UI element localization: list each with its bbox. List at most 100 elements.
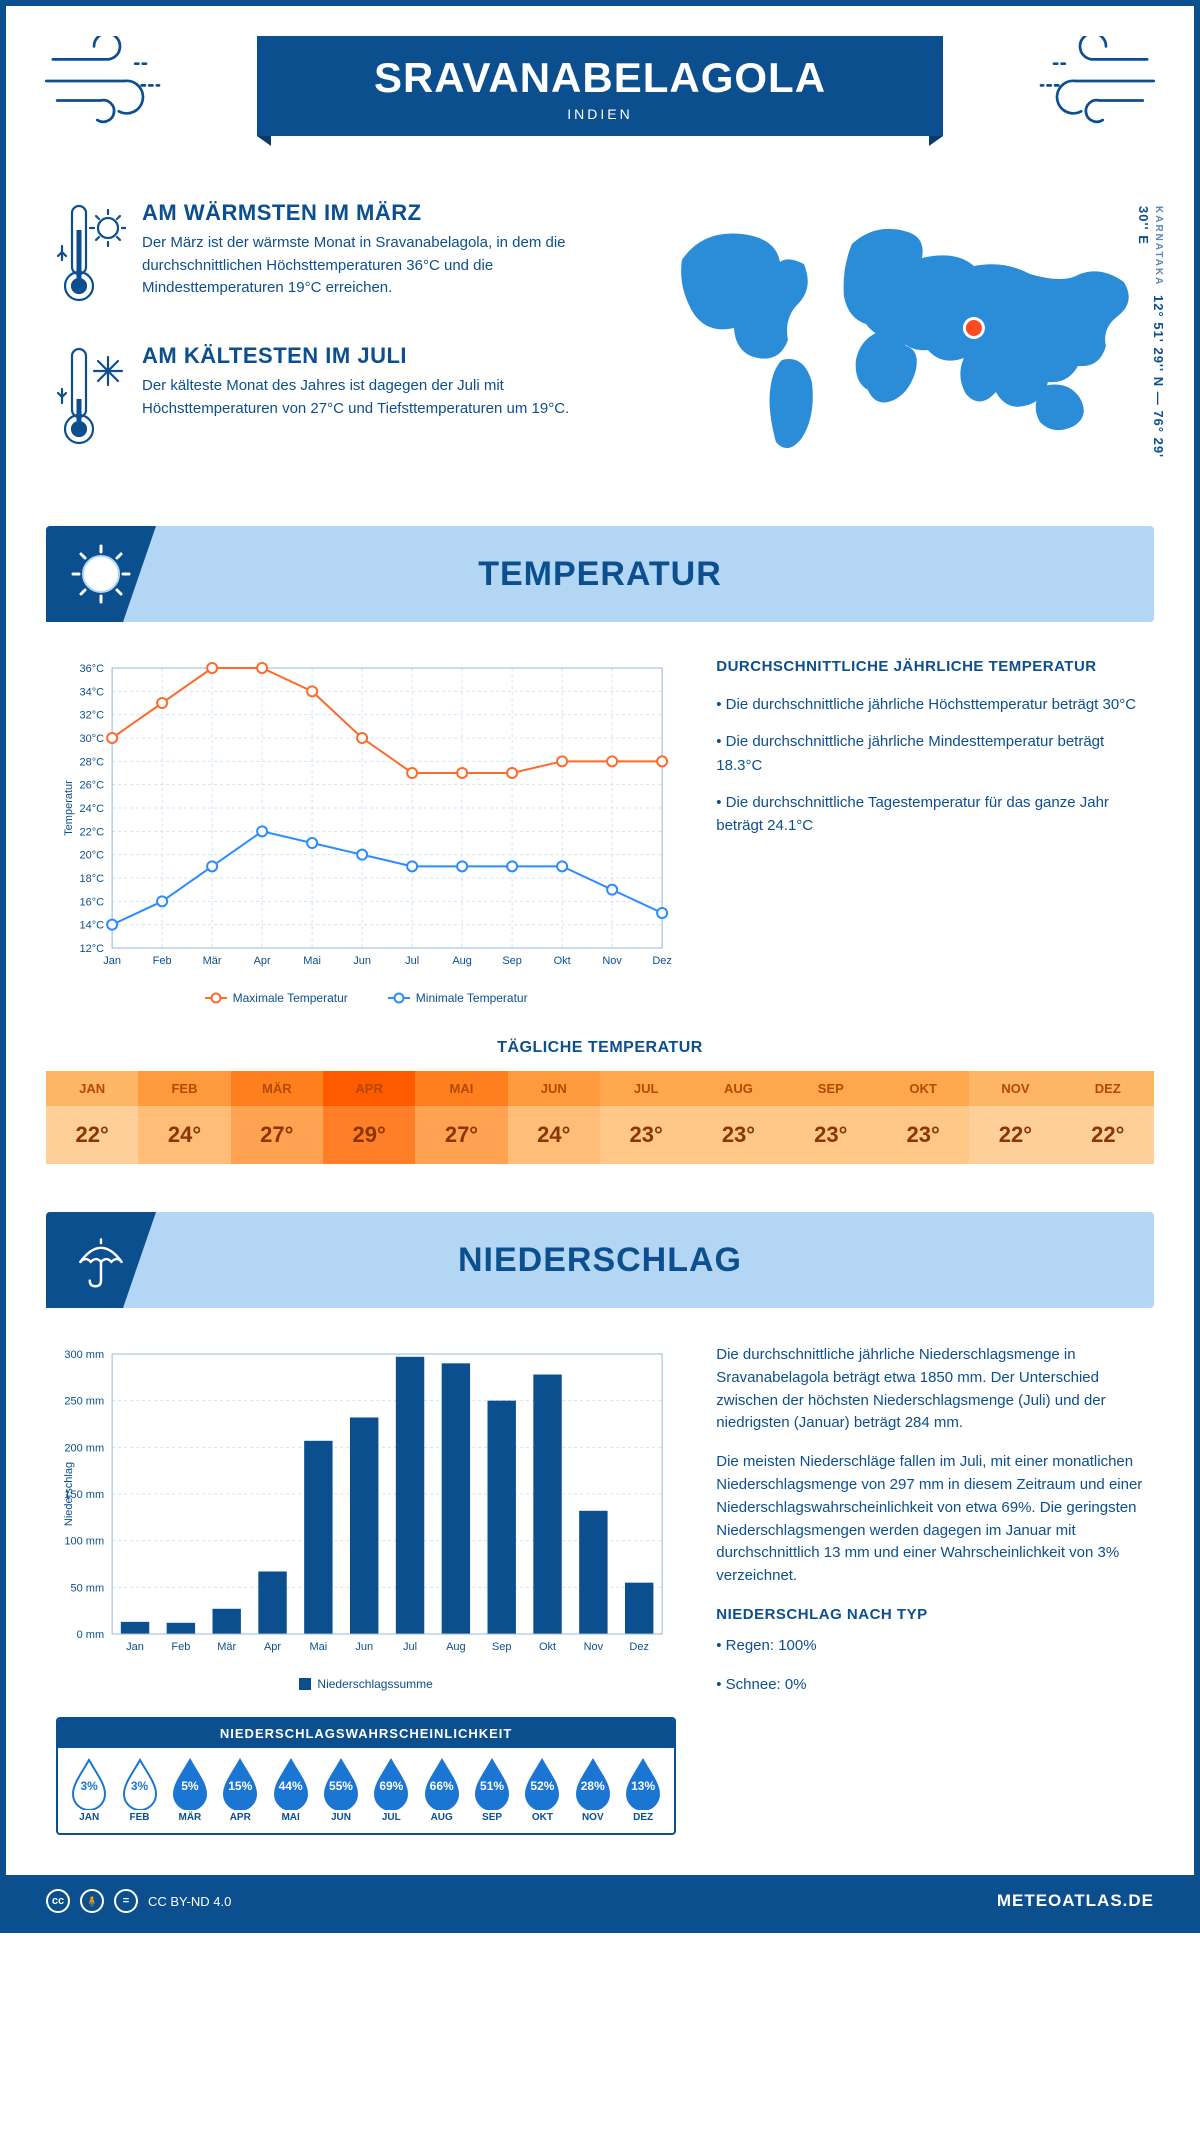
- svg-text:Jun: Jun: [355, 1641, 373, 1653]
- svg-text:100 mm: 100 mm: [64, 1536, 104, 1548]
- summary-bullet: • Die durchschnittliche jährliche Höchst…: [716, 693, 1144, 716]
- svg-text:Nov: Nov: [602, 955, 622, 967]
- legend-min: Minimale Temperatur: [416, 991, 528, 1005]
- sun-icon: [46, 526, 156, 622]
- precipitation-left: 0 mm50 mm100 mm150 mm200 mm250 mm300 mmJ…: [56, 1344, 676, 1835]
- precipitation-probability-box: NIEDERSCHLAGSWAHRSCHEINLICHKEIT 3% JAN 3…: [56, 1717, 676, 1835]
- svg-text:50 mm: 50 mm: [71, 1582, 105, 1594]
- license-block: cc 🧍 = CC BY-ND 4.0: [46, 1889, 231, 1913]
- probability-cell: 15% APR: [215, 1758, 265, 1823]
- svg-text:16°C: 16°C: [80, 896, 105, 908]
- svg-text:Aug: Aug: [446, 1641, 466, 1653]
- month-value: 23°: [692, 1106, 784, 1164]
- month-label: AUG: [417, 1812, 467, 1823]
- legend-max: Maximale Temperatur: [233, 991, 348, 1005]
- svg-text:14°C: 14°C: [80, 920, 105, 932]
- daily-cell: DEZ 22°: [1062, 1071, 1154, 1164]
- raindrop-icon: 44%: [270, 1758, 312, 1810]
- probability-value: 44%: [279, 1779, 303, 1793]
- month-label: DEZ: [618, 1812, 668, 1823]
- daily-temp-table: JAN 22°FEB 24°MÄR 27°APR 29°MAI 27°JUN 2…: [46, 1071, 1154, 1164]
- month-label: SEP: [467, 1812, 517, 1823]
- svg-text:20°C: 20°C: [80, 850, 105, 862]
- page: SRAVANABELAGOLA INDIEN AM WÄRMSTEN IM MÄ…: [0, 0, 1200, 1933]
- raindrop-icon: 15%: [219, 1758, 261, 1810]
- world-map-icon: [640, 200, 1144, 460]
- svg-text:34°C: 34°C: [80, 686, 105, 698]
- probability-cell: 51% SEP: [467, 1758, 517, 1823]
- raindrop-icon: 3%: [119, 1758, 161, 1810]
- cc-icon: cc: [46, 1889, 70, 1913]
- month-value: 27°: [415, 1106, 507, 1164]
- probability-value: 66%: [430, 1779, 454, 1793]
- header: SRAVANABELAGOLA INDIEN: [6, 6, 1194, 156]
- daily-cell: JUL 23°: [600, 1071, 692, 1164]
- nd-icon: =: [114, 1889, 138, 1913]
- raindrop-icon: 69%: [370, 1758, 412, 1810]
- page-subtitle: INDIEN: [257, 106, 944, 122]
- probability-cell: 5% MÄR: [165, 1758, 215, 1823]
- svg-text:36°C: 36°C: [80, 663, 105, 675]
- probability-value: 28%: [581, 1779, 605, 1793]
- month-value: 24°: [508, 1106, 600, 1164]
- month-label: OKT: [877, 1071, 969, 1106]
- probability-cell: 55% JUN: [316, 1758, 366, 1823]
- month-label: NOV: [568, 1812, 618, 1823]
- raindrop-icon: 66%: [421, 1758, 463, 1810]
- thermometer-hot-icon: [56, 200, 126, 315]
- probability-cell: 3% JAN: [64, 1758, 114, 1823]
- month-value: 23°: [600, 1106, 692, 1164]
- daily-cell: FEB 24°: [138, 1071, 230, 1164]
- month-label: AUG: [692, 1071, 784, 1106]
- daily-temp-title: TÄGLICHE TEMPERATUR: [6, 1039, 1194, 1057]
- precipitation-summary: Die durchschnittliche jährliche Niedersc…: [716, 1344, 1144, 1835]
- temperature-line-chart: 12°C14°C16°C18°C20°C22°C24°C26°C28°C30°C…: [56, 658, 676, 1005]
- daily-cell: OKT 23°: [877, 1071, 969, 1164]
- month-label: JUN: [508, 1071, 600, 1106]
- svg-text:28°C: 28°C: [80, 756, 105, 768]
- month-value: 29°: [323, 1106, 415, 1164]
- probability-value: 55%: [329, 1779, 353, 1793]
- probability-value: 3%: [81, 1779, 98, 1793]
- svg-text:Jan: Jan: [103, 955, 121, 967]
- month-label: JUL: [366, 1812, 416, 1823]
- svg-text:Sep: Sep: [502, 955, 522, 967]
- title-banner: SRAVANABELAGOLA INDIEN: [257, 36, 944, 136]
- svg-text:0 mm: 0 mm: [77, 1629, 105, 1641]
- svg-text:22°C: 22°C: [80, 826, 105, 838]
- daily-cell: AUG 23°: [692, 1071, 784, 1164]
- svg-text:Feb: Feb: [171, 1641, 190, 1653]
- month-label: FEB: [114, 1812, 164, 1823]
- fact-warmest: AM WÄRMSTEN IM MÄRZ Der März ist der wär…: [56, 200, 610, 315]
- raindrop-icon: 52%: [521, 1758, 563, 1810]
- probability-cell: 52% OKT: [517, 1758, 567, 1823]
- svg-text:250 mm: 250 mm: [64, 1396, 104, 1408]
- svg-text:Okt: Okt: [539, 1641, 556, 1653]
- wind-icon: [42, 36, 172, 126]
- svg-text:Jul: Jul: [403, 1641, 417, 1653]
- month-label: APR: [215, 1812, 265, 1823]
- svg-text:Mai: Mai: [303, 955, 321, 967]
- svg-text:12°C: 12°C: [80, 943, 105, 955]
- probability-cell: 69% JUL: [366, 1758, 416, 1823]
- precipitation-row: 0 mm50 mm100 mm150 mm200 mm250 mm300 mmJ…: [6, 1308, 1194, 1845]
- svg-text:Apr: Apr: [254, 955, 271, 967]
- raindrop-icon: 5%: [169, 1758, 211, 1810]
- svg-text:Nov: Nov: [584, 1641, 604, 1653]
- month-label: APR: [323, 1071, 415, 1106]
- temperature-row: 12°C14°C16°C18°C20°C22°C24°C26°C28°C30°C…: [6, 622, 1194, 1023]
- month-value: 23°: [785, 1106, 877, 1164]
- summary-bullet: • Die durchschnittliche jährliche Mindes…: [716, 730, 1144, 777]
- svg-text:300 mm: 300 mm: [64, 1349, 104, 1361]
- umbrella-icon: [46, 1212, 156, 1308]
- page-title: SRAVANABELAGOLA: [257, 54, 944, 102]
- section-title: TEMPERATUR: [478, 555, 722, 594]
- chart-legend: Niederschlagssumme: [56, 1677, 676, 1691]
- month-value: 24°: [138, 1106, 230, 1164]
- fact-coldest: AM KÄLTESTEN IM JULI Der kälteste Monat …: [56, 343, 610, 458]
- month-label: MÄR: [231, 1071, 323, 1106]
- svg-text:32°C: 32°C: [80, 710, 105, 722]
- probability-value: 69%: [379, 1779, 403, 1793]
- legend-precip: Niederschlagssumme: [317, 1677, 432, 1691]
- temperature-summary: DURCHSCHNITTLICHE JÄHRLICHE TEMPERATUR •…: [716, 658, 1144, 1005]
